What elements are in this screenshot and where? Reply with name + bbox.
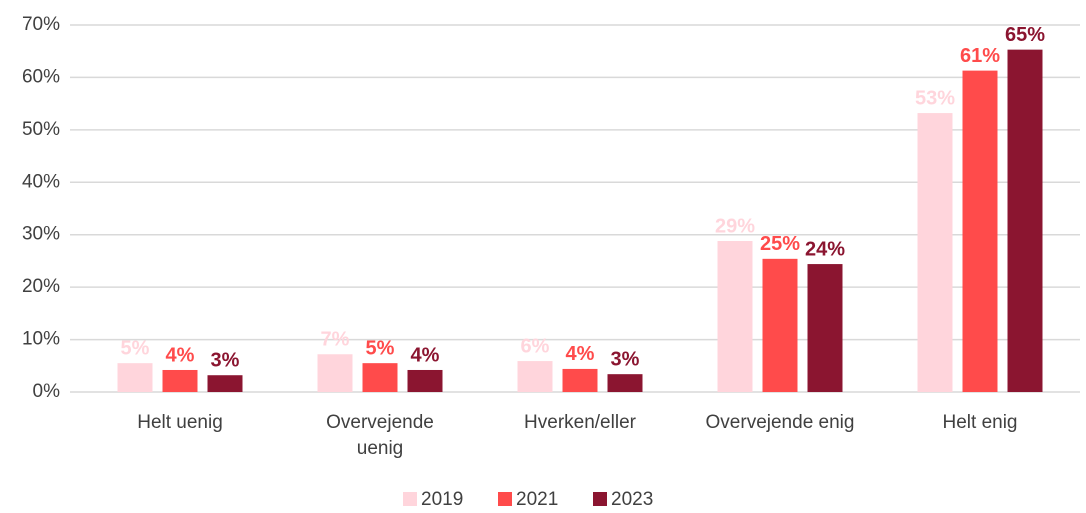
data-label: 5%: [121, 337, 150, 359]
bar: [407, 369, 443, 392]
x-tick-label: Overvejende enig: [705, 412, 855, 433]
bar: [517, 361, 553, 392]
data-label: 4%: [566, 343, 595, 365]
y-tick-label: 40%: [22, 171, 60, 192]
y-tick-label: 60%: [22, 66, 60, 87]
bar: [1007, 49, 1043, 393]
bar: [362, 363, 398, 392]
y-tick-label: 0%: [33, 381, 61, 402]
bar: [162, 369, 198, 392]
y-tick-label: 10%: [22, 329, 60, 350]
bar: [917, 113, 953, 392]
data-label: 25%: [760, 233, 800, 255]
y-tick-label: 30%: [22, 224, 60, 245]
x-tick-label: Overvejende uenig: [326, 412, 434, 459]
data-label: 6%: [521, 335, 550, 357]
data-label: 3%: [211, 350, 240, 372]
data-label: 61%: [960, 45, 1000, 67]
bar: [317, 354, 353, 392]
bar: [717, 241, 753, 392]
legend-swatch: [498, 492, 512, 506]
x-tick-label: Hverken/eller: [524, 412, 636, 433]
data-label: 29%: [715, 215, 755, 237]
bar: [607, 374, 643, 392]
data-label: 7%: [321, 329, 350, 351]
bar: [117, 363, 153, 392]
y-tick-label: 70%: [22, 14, 60, 35]
data-label: 53%: [915, 87, 955, 109]
legend-swatch: [593, 492, 607, 506]
data-label: 24%: [805, 238, 845, 260]
bar: [807, 264, 843, 392]
bar: [562, 368, 598, 392]
data-label: 4%: [411, 344, 440, 366]
data-label: 5%: [366, 337, 395, 359]
legend-label: 2021: [516, 489, 558, 510]
bar: [762, 258, 798, 392]
legend-label: 2023: [611, 489, 653, 510]
bar: [207, 375, 243, 392]
data-label: 3%: [611, 348, 640, 370]
y-tick-label: 50%: [22, 119, 60, 140]
bar: [962, 70, 998, 392]
legend-swatch: [403, 492, 417, 506]
legend-label: 2019: [421, 489, 463, 510]
data-label: 65%: [1005, 24, 1045, 46]
y-tick-label: 20%: [22, 276, 60, 297]
data-label: 4%: [166, 344, 195, 366]
x-tick-label: Helt enig: [942, 412, 1018, 433]
x-tick-label: Helt uenig: [137, 412, 223, 433]
